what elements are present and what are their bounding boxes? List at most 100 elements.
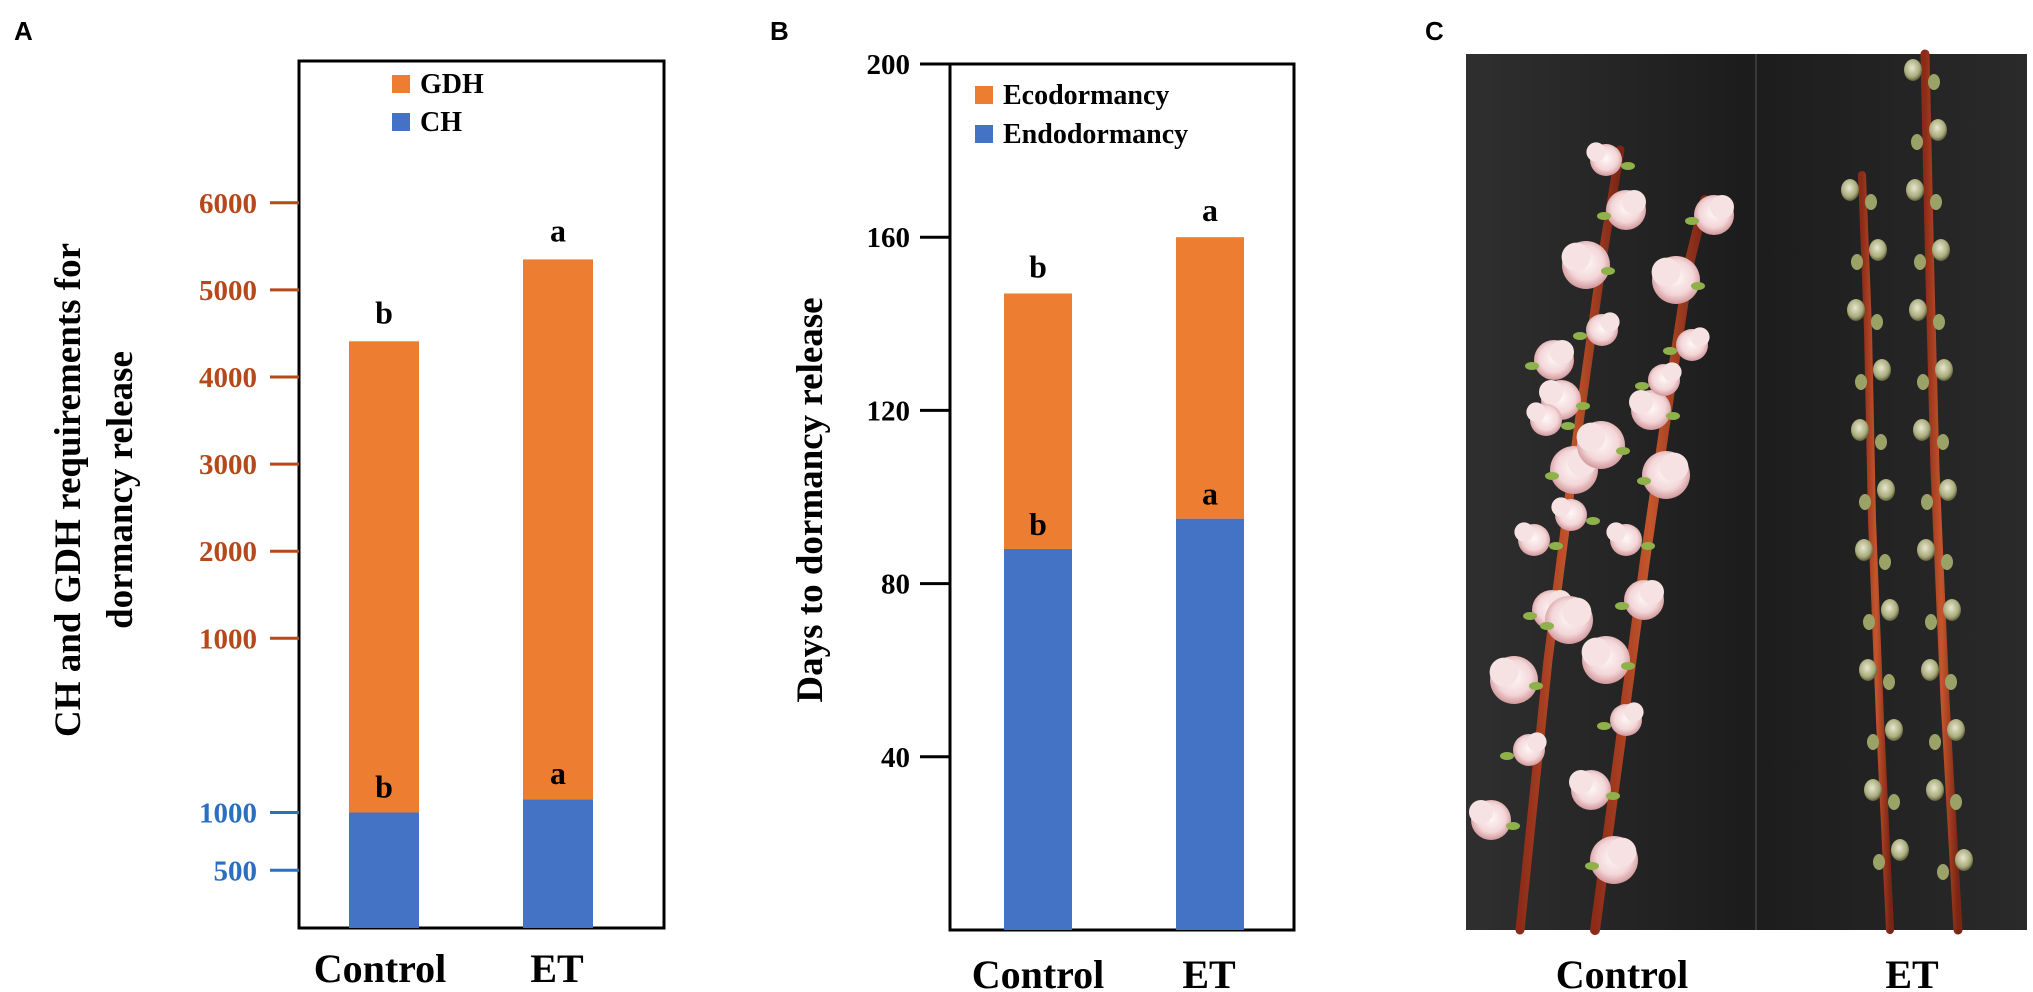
legend-label-endodormancy: Endodormancy [1003,119,1188,150]
category-label-b-et: ET [1182,952,1236,992]
flower-bud [1929,719,1965,750]
flower-bud [1851,239,1887,270]
flower-bud [1917,539,1953,570]
peach-blossom [1576,421,1630,469]
flower-bud [1921,479,1957,510]
peach-blossom [1540,596,1593,644]
peach-blossom [1585,836,1638,884]
legend-swatch-ecodormancy [975,86,993,104]
peach-blossom [1551,497,1600,531]
flower-bud [1855,359,1891,390]
letter-ecodormancy-et: a [1202,192,1218,228]
tick-label-ch-500: 500 [214,855,258,887]
bars-a [349,259,593,928]
tick-label-gdh-4000: 4000 [199,362,257,394]
flower-bud [1873,839,1909,870]
et-branches [1841,49,1973,935]
y-axis-label-a-line1: CH and GDH requirements for [48,243,89,737]
flower-bud [1841,179,1877,210]
flower-bud [1864,779,1900,810]
peach-blossom [1615,580,1664,620]
flower-bud [1914,239,1950,270]
peach-blossom [1597,702,1644,736]
letter-gdh-control: b [375,294,393,330]
tick-label-gdh-2000: 2000 [199,536,257,568]
legend-swatch-ch [392,113,410,131]
flower-bud [1859,479,1895,510]
legend-label-gdh: GDH [420,69,484,100]
legend-b: Ecodormancy Endodormancy [975,80,1188,150]
category-label-a-et: ET [530,946,584,991]
panel-letter-c: C [1425,16,1444,46]
y-axis-label-a-line2: dormancy release [100,351,141,629]
flower-bud [1855,539,1891,570]
peach-blossom [1651,256,1705,304]
y-axis-label-b: Days to dormancy release [790,297,831,702]
peach-blossom [1569,770,1620,810]
panel-c: C Control ET [1425,16,2027,992]
flower-bud [1904,59,1940,90]
peach-blossom [1489,656,1543,704]
significance-letters-a: b b a a [375,212,566,804]
peach-blossom [1581,636,1635,684]
flower-bud [1937,849,1973,880]
peach-blossom [1597,190,1646,230]
bar-ch-et [523,799,593,928]
peach-blossom [1663,327,1710,361]
flower-bud [1917,359,1953,390]
legend-a: GDH CH [392,69,484,138]
letter-ch-et: a [550,755,566,791]
legend-swatch-endodormancy [975,125,993,143]
photo-label-control: Control [1556,952,1689,992]
flower-bud [1847,299,1883,330]
plot-frame-b [948,62,1296,932]
flower-bud [1921,659,1957,690]
et-stem-2 [1920,49,1963,935]
tick-label-gdh-1000: 1000 [199,623,257,655]
et-buds [1841,59,1973,880]
letter-endodormancy-et: a [1202,476,1218,512]
bar-gdh-control [349,341,419,813]
flower-bud [1867,719,1903,750]
letter-gdh-et: a [550,212,566,248]
panel-a: A 500 1000 1000 2000 3000 4000 5000 6000 b b a a C… [14,16,666,991]
photo-label-et: ET [1885,952,1939,992]
peach-blossom [1629,390,1680,430]
category-label-a-control: Control [314,946,447,991]
tick-label-b-120: 120 [867,395,911,427]
flower-bud [1913,419,1949,450]
bar-gdh-et [523,259,593,800]
flower-bud [1863,599,1899,630]
tick-label-b-160: 160 [867,222,911,254]
flower-bud [1911,119,1947,150]
panel-letter-b: B [770,16,789,46]
peach-blossom [1573,312,1620,346]
bar-endodormancy-et [1176,518,1244,930]
tick-label-b-40: 40 [881,742,910,774]
bars-b [1004,237,1244,930]
bar-endodormancy-control [1004,548,1072,930]
letter-ch-control: b [375,769,393,805]
control-branches [1469,142,1734,935]
legend-label-ch: CH [420,107,462,138]
bar-ecodormancy-control [1004,293,1072,549]
peach-blossom [1637,451,1690,499]
category-label-b-control: Control [972,952,1105,992]
bar-ecodormancy-et [1176,237,1244,519]
peach-blossom [1500,732,1547,766]
bar-ch-control [349,812,419,928]
y-ticks-a: 500 1000 1000 2000 3000 4000 5000 6000 [199,188,299,887]
control-flowers [1469,142,1734,884]
plot-frame-a [297,59,666,930]
peach-blossom [1514,522,1563,556]
flower-bud [1851,419,1887,450]
significance-letters-b: b b a a [1029,192,1218,542]
tick-label-gdh-6000: 6000 [199,188,257,220]
peach-blossom [1525,340,1574,380]
tick-label-b-200: 200 [867,49,911,81]
peach-blossom [1635,362,1682,396]
flower-bud [1909,299,1945,330]
peach-blossom [1606,522,1655,556]
panel-letter-a: A [14,16,33,46]
